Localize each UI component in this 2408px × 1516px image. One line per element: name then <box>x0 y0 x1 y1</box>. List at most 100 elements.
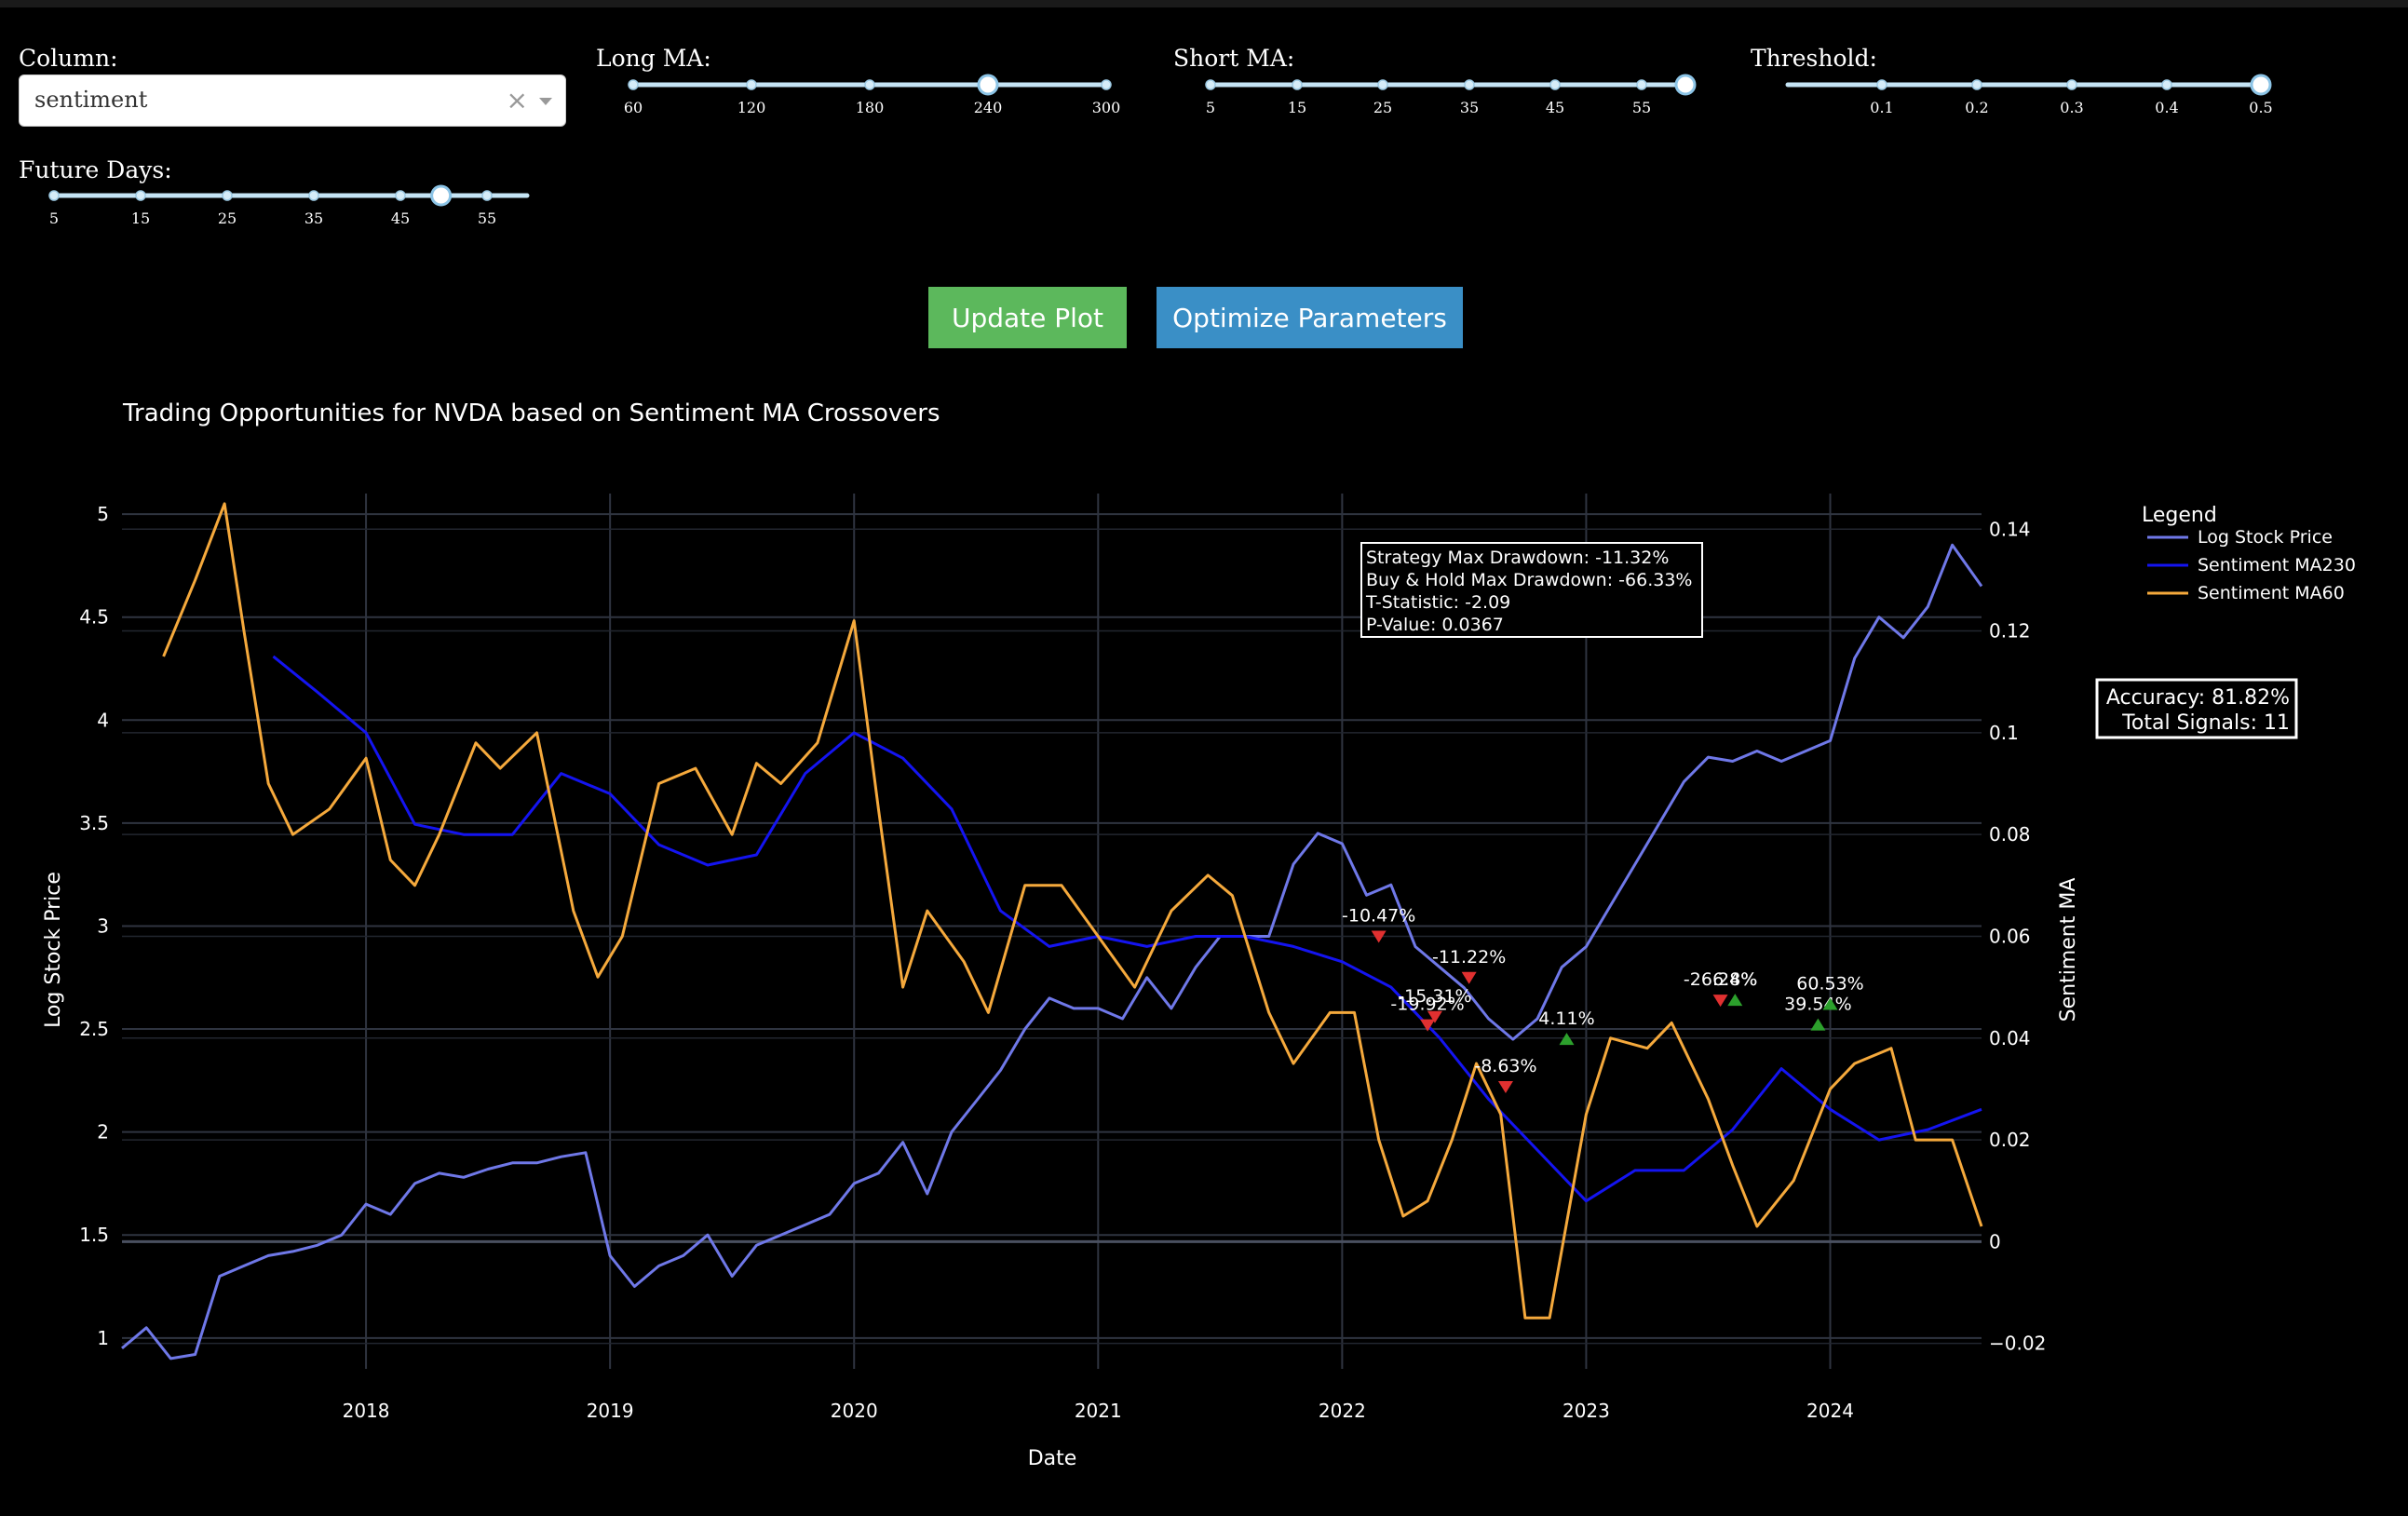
sentiment-ma60-line <box>162 502 1983 1320</box>
chart-axes: 2018 2019 2020 2021 2022 2023 2024 1 1.5 2 2.5 3 3.5… <box>79 503 2046 1422</box>
clear-icon[interactable]: × <box>506 85 528 115</box>
long-ma-slider-tick-label: 240 <box>974 99 1003 116</box>
y-tick-label: 3 <box>97 914 109 937</box>
long-ma-slider-tick-mark <box>628 79 639 90</box>
short-ma-slider-tick-mark <box>1549 79 1561 90</box>
short-ma-slider-tick-label: 25 <box>1373 99 1392 116</box>
chart-series <box>121 502 1983 1360</box>
threshold-slider[interactable]: 0.1 0.2 0.3 0.4 0.5 <box>1785 74 2273 116</box>
short-ma-slider-tick-label: 45 <box>1546 99 1564 116</box>
signal-return-label: -8.63% <box>1474 1056 1536 1076</box>
x-tick-label: 2021 <box>1075 1400 1122 1422</box>
future-days-slider-tick-label: 15 <box>131 210 150 227</box>
legend-item-label[interactable]: Sentiment MA230 <box>2198 555 2356 575</box>
y-tick-label: 4.5 <box>79 606 109 629</box>
y2-axis-label: Sentiment MA <box>2057 878 2080 1022</box>
y-axis-label: Log Stock Price <box>42 872 65 1028</box>
threshold-slider-tick-mark <box>1971 79 1982 90</box>
column-label: Column: <box>19 45 118 72</box>
future-days-slider-tick-mark <box>135 190 146 201</box>
short-ma-slider-tick-mark <box>1205 79 1216 90</box>
long-ma-slider-tick-mark <box>1101 79 1112 90</box>
y2-tick-label: −0.02 <box>1989 1333 2046 1355</box>
log-stock-price-line <box>121 543 1983 1360</box>
x-tick-label: 2020 <box>831 1400 878 1422</box>
threshold-slider-tick-label: 0.1 <box>1870 99 1893 116</box>
signal-return-label: -11.22% <box>1432 947 1506 968</box>
sliders-layer: 60 120 180 240 300 5 15 25 35 45 55 0.1 0.2 0.3 0.4 0… <box>48 74 2273 227</box>
sentiment-ma230-line <box>272 655 1982 1203</box>
short-ma-slider-handle[interactable] <box>1674 74 1697 96</box>
threshold-slider-tick-mark <box>1876 79 1887 90</box>
short-ma-slider-tick-label: 15 <box>1288 99 1306 116</box>
legend-title: Legend <box>2142 504 2217 527</box>
accuracy-box: Accuracy: 81.82% Total Signals: 11 <box>2095 678 2298 739</box>
legend-item-label[interactable]: Log Stock Price <box>2198 527 2333 548</box>
future-days-slider-tick-label: 25 <box>218 210 237 227</box>
column-dropdown-value: sentiment <box>34 87 148 113</box>
signal-return-label: 60.53% <box>1796 974 1863 995</box>
short-ma-slider-tick-mark <box>1464 79 1475 90</box>
stats-box: Strategy Max Drawdown: -11.32% Buy & Hol… <box>1360 542 1703 638</box>
chevron-down-icon[interactable] <box>539 98 552 105</box>
long-ma-slider-handle[interactable] <box>977 74 999 96</box>
x-axis-label: Date <box>1028 1447 1077 1470</box>
future-days-slider-tick-mark <box>222 190 233 201</box>
y2-tick-label: 0.14 <box>1989 518 2031 540</box>
threshold-slider-tick-label: 0.4 <box>2155 99 2178 116</box>
future-days-slider-handle[interactable] <box>430 184 453 207</box>
short-ma-slider[interactable]: 5 15 25 35 45 55 <box>1205 74 1697 116</box>
threshold-slider-tick-label: 0.5 <box>2249 99 2272 116</box>
short-ma-label: Short MA: <box>1173 45 1295 72</box>
column-dropdown[interactable]: sentiment × <box>19 74 566 127</box>
future-days-slider-tick-mark <box>308 190 319 201</box>
optimize-parameters-button[interactable]: Optimize Parameters <box>1157 287 1463 348</box>
threshold-slider-handle[interactable] <box>2250 74 2272 96</box>
top-bar <box>0 0 2408 7</box>
short-ma-slider-tick-mark <box>1292 79 1303 90</box>
sell-signal-marker <box>1712 995 1728 1008</box>
long-ma-slider-tick-mark <box>746 79 757 90</box>
signal-return-label: -19.92% <box>1390 995 1464 1015</box>
y-tick-label: 5 <box>97 503 109 525</box>
buy-signal-marker <box>1810 1018 1826 1031</box>
signal-return-label: 6.8% <box>1712 969 1757 990</box>
legend-item-label[interactable]: Sentiment MA60 <box>2198 583 2345 603</box>
long-ma-label: Long MA: <box>596 45 711 72</box>
future-days-slider-tick-label: 35 <box>304 210 323 227</box>
long-ma-slider-tick-label: 120 <box>737 99 766 116</box>
stats-bh-drawdown: Buy & Hold Max Drawdown: -66.33% <box>1366 570 1692 590</box>
y2-tick-label: 0.08 <box>1989 823 2031 846</box>
y2-tick-label: 0.04 <box>1989 1027 2031 1049</box>
y2-tick-label: 0.12 <box>1989 620 2031 643</box>
y-tick-label: 1.5 <box>79 1224 109 1246</box>
future-days-slider-tick-mark <box>395 190 406 201</box>
y-tick-label: 2.5 <box>79 1018 109 1040</box>
legend[interactable]: Legend Log Stock Price Sentiment MA230 Sen… <box>2142 504 2356 603</box>
y-tick-label: 1 <box>97 1327 109 1349</box>
x-tick-label: 2023 <box>1562 1400 1610 1422</box>
sell-signal-marker <box>1371 930 1387 943</box>
y2-tick-label: 0.06 <box>1989 925 2031 947</box>
update-plot-button[interactable]: Update Plot <box>928 287 1127 348</box>
y-tick-label: 3.5 <box>79 812 109 834</box>
stats-p-value: P-Value: 0.0367 <box>1366 615 1504 635</box>
signal-return-label: -15.31% <box>1398 986 1471 1007</box>
future-days-slider[interactable]: 5 15 25 35 45 55 <box>48 184 530 227</box>
total-signals-text: Total Signals: 11 <box>2121 711 2290 735</box>
threshold-slider-tick-mark <box>2161 79 2172 90</box>
signal-return-label: -10.47% <box>1342 906 1415 927</box>
y-tick-label: 2 <box>97 1121 109 1144</box>
trading-chart: Trading Opportunities for NVDA based on … <box>42 399 2356 1470</box>
sell-signal-marker <box>1461 971 1477 984</box>
y-tick-label: 4 <box>97 709 109 731</box>
long-ma-slider-tick-label: 60 <box>624 99 643 116</box>
signal-return-label: 39.54% <box>1784 995 1851 1015</box>
short-ma-slider-tick-label: 55 <box>1632 99 1651 116</box>
x-tick-label: 2018 <box>343 1400 390 1422</box>
short-ma-slider-tick-label: 5 <box>1206 99 1215 116</box>
long-ma-slider[interactable]: 60 120 180 240 300 <box>624 74 1120 116</box>
buy-signal-marker <box>1727 994 1743 1007</box>
y2-tick-label: 0.1 <box>1989 722 2019 744</box>
signal-return-label: 4.11% <box>1538 1008 1594 1029</box>
